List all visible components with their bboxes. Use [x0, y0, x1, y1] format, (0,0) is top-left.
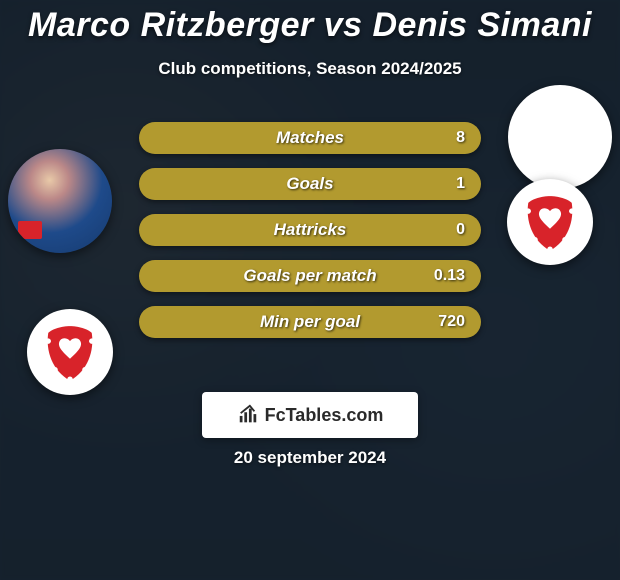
stat-bar: Hattricks 0: [139, 214, 481, 246]
footer-date: 20 september 2024: [234, 448, 386, 468]
chart-icon: [237, 404, 259, 426]
crest-icon: [36, 318, 104, 386]
page-subtitle: Club competitions, Season 2024/2025: [0, 59, 620, 79]
stat-bar-value: 1: [456, 175, 465, 193]
stat-bar: Goals per match 0.13: [139, 260, 481, 292]
stat-bar-label: Min per goal: [260, 312, 360, 332]
page-title: Marco Ritzberger vs Denis Simani: [0, 6, 620, 45]
stat-bar-label: Hattricks: [274, 220, 347, 240]
stat-bar: Min per goal 720: [139, 306, 481, 338]
stat-bar-label: Goals per match: [243, 266, 376, 286]
stat-bar-value: 0: [456, 221, 465, 239]
club-badge-right: [507, 179, 593, 265]
crest-icon: [516, 188, 584, 256]
content-root: Marco Ritzberger vs Denis Simani Club co…: [0, 0, 620, 580]
stat-bar: Goals 1: [139, 168, 481, 200]
player-left-avatar: [8, 149, 112, 253]
player-right-avatar: [508, 85, 612, 189]
stat-bar-value: 0.13: [434, 267, 465, 285]
watermark-box: FcTables.com: [202, 392, 418, 438]
stat-bar-value: 8: [456, 129, 465, 147]
stat-bar-label: Matches: [276, 128, 344, 148]
watermark-text: FcTables.com: [265, 405, 384, 426]
stat-bar: Matches 8: [139, 122, 481, 154]
stat-bar-label: Goals: [286, 174, 333, 194]
stat-bar-value: 720: [438, 313, 465, 331]
club-badge-left: [27, 309, 113, 395]
stat-bars: Matches 8 Goals 1 Hattricks 0 Goals per match 0…: [139, 122, 481, 352]
